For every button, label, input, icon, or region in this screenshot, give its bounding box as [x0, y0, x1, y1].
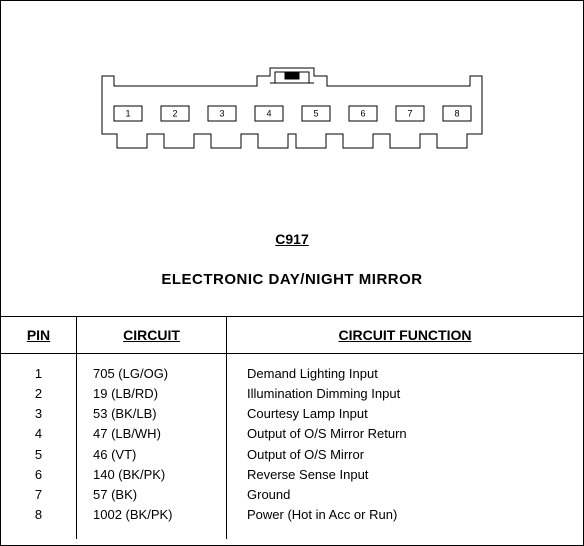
cell-function: Illumination Dimming Input — [247, 384, 583, 404]
cell-circuit: 47 (LB/WH) — [93, 424, 226, 444]
cell-function: Output of O/S Mirror Return — [247, 424, 583, 444]
cell-pin: 6 — [1, 465, 76, 485]
col-function: Demand Lighting Input Illumination Dimmi… — [227, 354, 583, 539]
header-pin: PIN — [1, 317, 77, 353]
pin-num-6: 6 — [360, 108, 365, 118]
pin-num-4: 4 — [266, 108, 271, 118]
cell-circuit: 705 (LG/OG) — [93, 364, 226, 384]
col-pin: 1 2 3 4 5 6 7 8 — [1, 354, 77, 539]
cell-circuit: 46 (VT) — [93, 445, 226, 465]
cell-function: Output of O/S Mirror — [247, 445, 583, 465]
cell-function: Ground — [247, 485, 583, 505]
connector-diagram-area: 1 2 3 4 5 6 7 8 — [1, 1, 583, 201]
cell-circuit: 53 (BK/LB) — [93, 404, 226, 424]
table-body: 1 2 3 4 5 6 7 8 705 (LG/OG) 19 (LB/RD) 5… — [1, 354, 583, 539]
pin-num-5: 5 — [313, 108, 318, 118]
pin-boxes — [114, 106, 471, 121]
pin-num-8: 8 — [454, 108, 459, 118]
connector-label: C917 — [1, 231, 583, 247]
cell-circuit: 1002 (BK/PK) — [93, 505, 226, 525]
cell-pin: 8 — [1, 505, 76, 525]
pin-num-7: 7 — [407, 108, 412, 118]
table-header-row: PIN CIRCUIT CIRCUIT FUNCTION — [1, 317, 583, 354]
cell-function: Power (Hot in Acc or Run) — [247, 505, 583, 525]
cell-pin: 2 — [1, 384, 76, 404]
pinout-table: PIN CIRCUIT CIRCUIT FUNCTION 1 2 3 4 5 6… — [1, 316, 583, 539]
cell-pin: 1 — [1, 364, 76, 384]
cell-function: Reverse Sense Input — [247, 465, 583, 485]
cell-pin: 7 — [1, 485, 76, 505]
connector-diagram: 1 2 3 4 5 6 7 8 — [92, 56, 492, 166]
cell-circuit: 140 (BK/PK) — [93, 465, 226, 485]
pin-numbers: 1 2 3 4 5 6 7 8 — [125, 108, 459, 118]
cell-pin: 5 — [1, 445, 76, 465]
cell-function: Courtesy Lamp Input — [247, 404, 583, 424]
cell-function: Demand Lighting Input — [247, 364, 583, 384]
pin-num-2: 2 — [172, 108, 177, 118]
header-function: CIRCUIT FUNCTION — [227, 317, 583, 353]
pinout-document: 1 2 3 4 5 6 7 8 C917 ELECTRONIC DAY/NIGH… — [0, 0, 584, 546]
pin-num-3: 3 — [219, 108, 224, 118]
header-circuit: CIRCUIT — [77, 317, 227, 353]
pin-num-1: 1 — [125, 108, 130, 118]
cell-pin: 3 — [1, 404, 76, 424]
cell-pin: 4 — [1, 424, 76, 444]
page-title: ELECTRONIC DAY/NIGHT MIRROR — [1, 271, 583, 288]
cell-circuit: 57 (BK) — [93, 485, 226, 505]
cell-circuit: 19 (LB/RD) — [93, 384, 226, 404]
col-circuit: 705 (LG/OG) 19 (LB/RD) 53 (BK/LB) 47 (LB… — [77, 354, 227, 539]
